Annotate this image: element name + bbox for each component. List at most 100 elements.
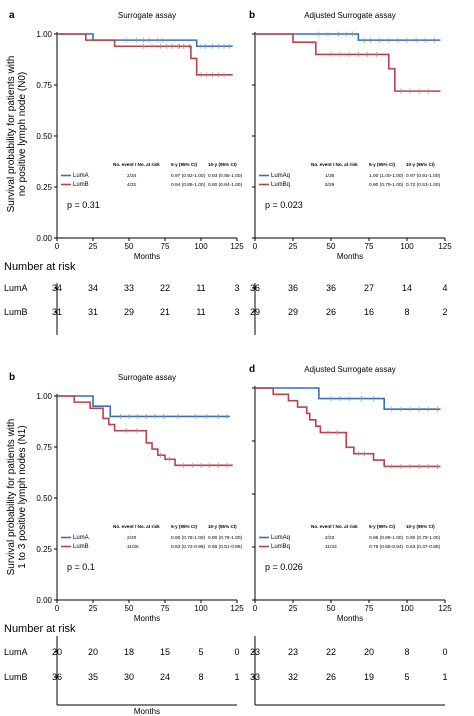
risk-count: 11 — [196, 307, 205, 317]
x-axis-label: Months — [337, 614, 363, 623]
y-tick-label: 0.25 — [36, 183, 52, 192]
risk-count: 8 — [198, 672, 203, 682]
risk-count: 35 — [88, 672, 98, 682]
risk-count: 34 — [52, 283, 62, 293]
legend-label: LumAq — [271, 535, 290, 541]
risk-count: 33 — [250, 672, 260, 682]
risk-count: 20 — [88, 647, 98, 657]
stats-cell: 2/20 — [127, 535, 137, 541]
risk-count: 20 — [52, 647, 62, 657]
p-value: p = 0.31 — [67, 200, 100, 210]
risk-count: 8 — [404, 647, 409, 657]
stats-cell: 1/36 — [325, 173, 335, 179]
panel-letter: b — [9, 372, 15, 383]
y-tick-label: 0.00 — [36, 596, 52, 605]
stats-header: 5-y (95% CI) — [369, 524, 396, 529]
stats-cell: 11/36 — [127, 544, 139, 550]
risk-heading: Number at risk — [4, 623, 76, 635]
km-curve-lumb — [57, 33, 233, 76]
x-tick-label: 75 — [365, 242, 374, 251]
risk-row-label: LumA — [4, 283, 28, 293]
stats-cell: 0.90 (0.78-1.00) — [171, 535, 206, 541]
risk-count: 23 — [250, 647, 260, 657]
x-tick-label: 25 — [289, 242, 298, 251]
stats-header: No. event / No. at risk — [311, 524, 358, 529]
p-value: p = 0.1 — [67, 562, 95, 572]
x-tick-label: 0 — [55, 242, 60, 251]
km-curve-lumaq — [255, 33, 441, 41]
panel-letter: a — [9, 10, 15, 21]
panel-letter: d — [249, 364, 255, 375]
y-tick-label: 0.25 — [36, 545, 52, 554]
risk-count: 16 — [364, 307, 374, 317]
x-tick-label: 0 — [55, 604, 60, 613]
y-tick-label: 0.00 — [36, 234, 52, 243]
stats-cell: 0.90 (0.78-1.00) — [208, 535, 243, 541]
risk-count: 30 — [124, 672, 134, 682]
panel-letter: b — [249, 10, 255, 21]
km-panel-2: b Adjusted Surrogate assay 0 25 50 75 100 125 Mo… — [249, 10, 452, 335]
x-tick-label: 125 — [438, 604, 452, 613]
legend-label: LumA — [73, 535, 89, 541]
risk-table: 36 36 36 27 14 4 29 29 26 16 8 2 — [250, 283, 448, 335]
stats-cell: 0.80 (0.64-1.00) — [208, 182, 243, 188]
y-tick-label: 1.00 — [36, 30, 52, 39]
y-axis-label-line: 1 to 3 positive lymph nodes (N1) — [17, 425, 28, 568]
x-tick-label: 25 — [89, 604, 98, 613]
panel-title: Adjusted Surrogate assay — [304, 11, 396, 20]
legend-label: LumA — [73, 173, 89, 179]
km-curve-lumb — [57, 395, 233, 467]
x-axis-label: Months — [134, 614, 160, 623]
risk-count: 5 — [198, 647, 203, 657]
stats-cell: 0.90 (0.79-1.00) — [369, 182, 404, 188]
stats-header: 10-y (95% CI) — [208, 162, 237, 167]
km-curve-luma — [57, 395, 230, 418]
risk-count: 15 — [160, 647, 170, 657]
risk-count: 3 — [234, 283, 239, 293]
risk-count: 36 — [250, 283, 260, 293]
x-tick-label: 75 — [365, 604, 374, 613]
risk-count: 11 — [196, 283, 205, 293]
x-tick-label: 75 — [161, 242, 170, 251]
risk-count: 22 — [160, 283, 170, 293]
x-tick-label: 25 — [89, 242, 98, 251]
km-curve-lumbq — [255, 387, 441, 468]
y-tick-label: 1.00 — [36, 392, 52, 401]
x-tick-label: 125 — [230, 242, 244, 251]
risk-count: 23 — [288, 647, 298, 657]
stats-cell: 0.66 (0.51-0.86) — [208, 544, 243, 550]
risk-row-label: LumA — [4, 647, 28, 657]
risk-count: 4 — [442, 283, 447, 293]
y-tick-label: 0.50 — [36, 132, 52, 141]
stats-cell: 2/23 — [325, 535, 335, 541]
risk-count: 20 — [364, 647, 374, 657]
risk-count: 22 — [326, 647, 336, 657]
risk-table: 23 23 22 20 8 0 33 32 26 19 5 1 — [250, 636, 448, 706]
x-tick-label: 25 — [289, 604, 298, 613]
stats-header: 5-y (95% CI) — [369, 162, 396, 167]
risk-row-label: LumB — [4, 672, 28, 682]
risk-count: 31 — [52, 307, 62, 317]
risk-count: 1 — [442, 672, 447, 682]
risk-row-label: LumB — [4, 307, 28, 317]
y-axis-label-row-1: Survival probability for patients with no… — [6, 56, 28, 213]
x-tick-label: 125 — [230, 604, 244, 613]
km-curve-lumaq — [255, 387, 441, 410]
x-tick-label: 50 — [125, 242, 134, 251]
risk-count: 36 — [52, 672, 62, 682]
risk-count: 5 — [404, 672, 409, 682]
x-tick-label: 125 — [438, 242, 452, 251]
stats-cell: 0.83 (0.72-0.96) — [171, 544, 206, 550]
risk-count: 29 — [124, 307, 134, 317]
risk-count: 3 — [234, 307, 239, 317]
stats-cell: 0.94 (0.85-1.00) — [171, 182, 206, 188]
p-value: p = 0.026 — [265, 562, 303, 572]
y-axis-label-line: Survival probability for patients with — [6, 56, 17, 213]
stats-header: 5-y (95% CI) — [171, 162, 198, 167]
risk-count: 29 — [250, 307, 260, 317]
risk-count: 8 — [404, 307, 409, 317]
stats-header: 10-y (95% CI) — [406, 524, 435, 529]
legend-label: LumB — [73, 182, 89, 188]
risk-count: 36 — [326, 283, 336, 293]
